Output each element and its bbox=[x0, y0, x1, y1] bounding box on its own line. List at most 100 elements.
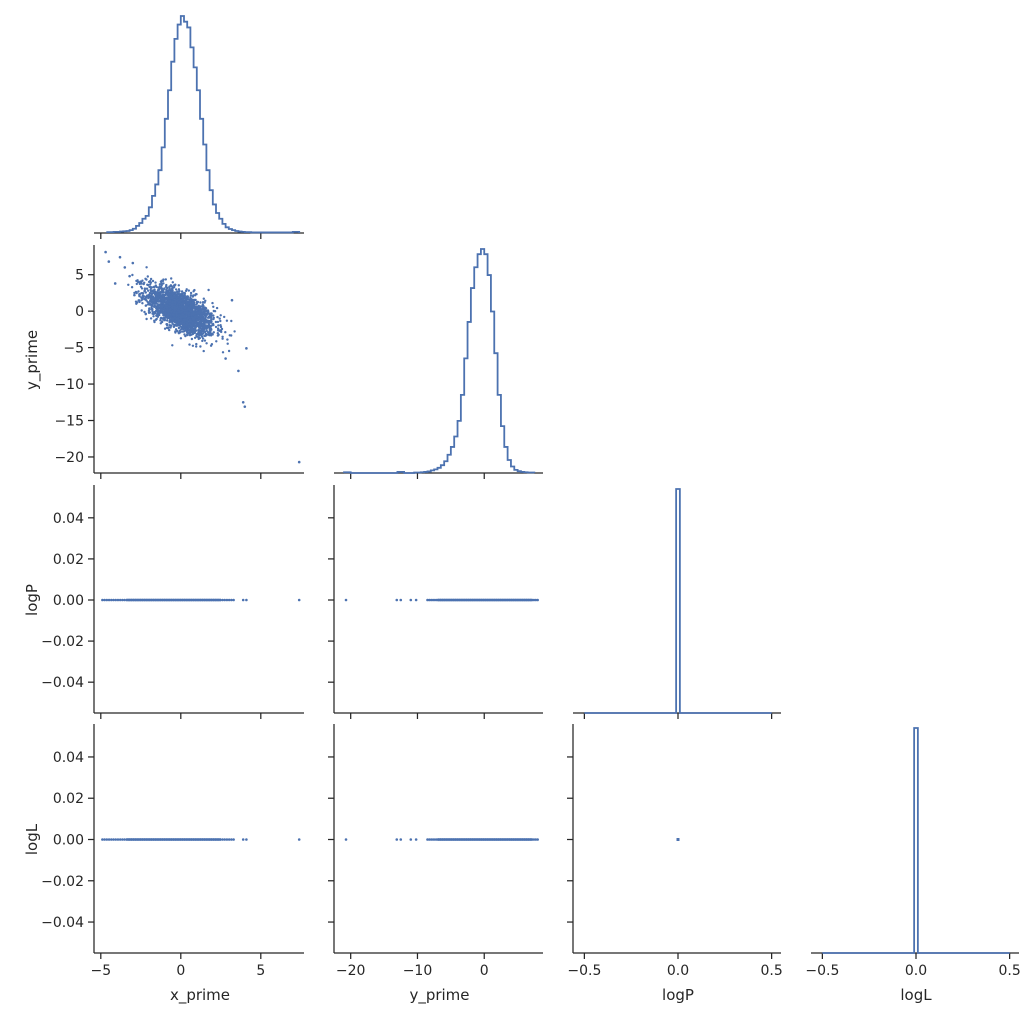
scatter-point bbox=[162, 318, 165, 321]
scatter-point bbox=[199, 330, 202, 334]
scatter-point bbox=[195, 323, 198, 327]
scatter-point bbox=[183, 322, 186, 325]
scatter-point bbox=[144, 296, 147, 300]
y-tick-label: −0.02 bbox=[41, 874, 84, 890]
x-tick-label: −5 bbox=[90, 963, 111, 979]
scatter-point bbox=[143, 287, 147, 290]
scatter-point bbox=[297, 838, 301, 841]
scatter-point bbox=[191, 344, 195, 347]
scatter-point bbox=[200, 329, 204, 332]
scatter-point bbox=[210, 312, 213, 315]
scatter-point bbox=[201, 323, 204, 327]
scatter-point bbox=[146, 294, 149, 297]
scatter-point bbox=[201, 314, 204, 318]
scatter-point bbox=[113, 282, 117, 285]
scatter-point bbox=[167, 326, 170, 329]
scatter-point bbox=[233, 330, 236, 333]
scatter-point bbox=[195, 300, 199, 303]
scatter-point bbox=[399, 838, 403, 841]
scatter-point bbox=[160, 279, 163, 282]
histogram-x_prime bbox=[106, 15, 301, 234]
scatter-point bbox=[172, 325, 176, 329]
scatter-point bbox=[188, 334, 192, 337]
scatter-point bbox=[165, 298, 168, 301]
scatter-point bbox=[221, 337, 224, 340]
scatter-point bbox=[204, 312, 207, 316]
scatter-point bbox=[204, 324, 207, 327]
scatter-point bbox=[182, 305, 185, 308]
scatter-point bbox=[297, 460, 301, 464]
scatter-point bbox=[153, 300, 157, 303]
scatter-point bbox=[153, 305, 156, 309]
scatter-point bbox=[162, 294, 165, 297]
scatter-point bbox=[189, 330, 192, 334]
scatter-point bbox=[149, 317, 153, 320]
scatter-point bbox=[297, 598, 301, 602]
scatter-point bbox=[170, 304, 173, 307]
scatter-y_prime-vs-logL bbox=[344, 838, 539, 841]
scatter-point bbox=[228, 334, 231, 337]
scatter-point bbox=[156, 311, 160, 314]
scatter-point bbox=[204, 321, 207, 324]
scatter-point bbox=[193, 288, 196, 292]
scatter-point bbox=[121, 598, 124, 602]
scatter-point bbox=[202, 309, 206, 312]
scatter-point bbox=[237, 369, 240, 373]
scatter-point bbox=[165, 323, 169, 326]
scatter-point bbox=[199, 333, 202, 336]
scatter-point bbox=[157, 304, 160, 307]
scatter-point bbox=[536, 838, 539, 841]
scatter-point bbox=[114, 838, 118, 841]
scatter-point bbox=[429, 598, 433, 602]
scatter-point bbox=[181, 302, 185, 305]
scatter-x_prime-vs-logP bbox=[101, 598, 301, 602]
scatter-point bbox=[128, 274, 131, 278]
scatter-point bbox=[212, 309, 215, 313]
scatter-point bbox=[145, 287, 149, 290]
scatter-point bbox=[162, 282, 165, 285]
scatter-point bbox=[139, 281, 143, 284]
scatter-point bbox=[147, 296, 150, 300]
y-tick-label: 0 bbox=[75, 304, 84, 320]
scatter-point bbox=[187, 289, 190, 292]
scatter-point bbox=[151, 302, 154, 305]
scatter-point bbox=[433, 598, 437, 602]
y-axis-label-logL: logL bbox=[23, 823, 41, 855]
scatter-point bbox=[199, 345, 202, 348]
scatter-point bbox=[221, 335, 224, 338]
scatter-point bbox=[178, 290, 181, 293]
scatter-point bbox=[107, 838, 111, 841]
scatter-point bbox=[154, 281, 157, 284]
scatter-point bbox=[431, 598, 435, 602]
scatter-point bbox=[409, 598, 413, 602]
scatter-point bbox=[214, 325, 218, 329]
scatter-point bbox=[161, 298, 165, 301]
scatter-point bbox=[534, 838, 538, 841]
scatter-point bbox=[151, 309, 154, 313]
scatter-point bbox=[153, 285, 156, 289]
y-tick-label: −0.04 bbox=[41, 915, 84, 931]
scatter-point bbox=[189, 296, 192, 299]
scatter-point bbox=[183, 295, 186, 298]
scatter-point bbox=[428, 598, 431, 602]
scatter-point bbox=[181, 309, 184, 312]
scatter-point bbox=[207, 312, 211, 315]
scatter-point bbox=[232, 838, 235, 841]
scatter-point bbox=[163, 327, 167, 330]
scatter-point bbox=[193, 336, 197, 339]
scatter-point bbox=[188, 322, 191, 326]
scatter-point bbox=[219, 324, 222, 327]
scatter-point bbox=[166, 313, 170, 316]
scatter-point bbox=[212, 316, 215, 320]
scatter-point bbox=[182, 315, 185, 318]
scatter-point bbox=[192, 325, 195, 328]
scatter-point bbox=[184, 334, 187, 338]
scatter-point bbox=[101, 838, 104, 841]
scatter-point bbox=[160, 306, 164, 309]
scatter-point bbox=[180, 328, 183, 331]
scatter-point bbox=[158, 288, 161, 291]
scatter-point bbox=[532, 838, 536, 841]
scatter-point bbox=[198, 308, 201, 311]
scatter-point bbox=[187, 316, 191, 319]
scatter-point bbox=[227, 349, 231, 353]
